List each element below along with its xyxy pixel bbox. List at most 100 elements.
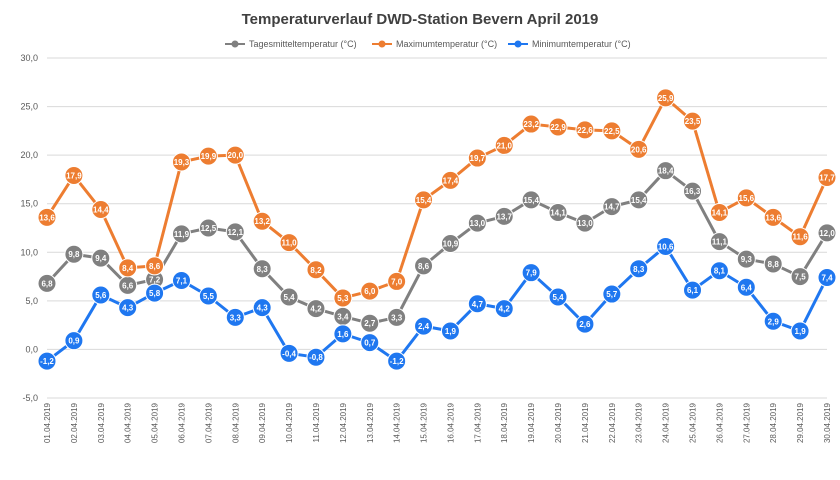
data-label: 13,2 (254, 217, 270, 226)
data-point (629, 190, 649, 210)
data-point (414, 256, 434, 276)
x-tick-label: 13.04.2019 (366, 402, 375, 443)
data-point (91, 248, 111, 268)
data-label: 4,2 (310, 305, 322, 314)
data-point (64, 331, 84, 351)
x-tick-label: 22.04.2019 (608, 402, 617, 443)
data-point (467, 148, 487, 168)
y-tick-label: 5,0 (25, 296, 38, 306)
data-label: 10,6 (658, 242, 674, 251)
series-layer: 6,8 9,8 9,4 6,6 7,2 11,9 12,5 12,1 8,3 5,4 4,2 3,4 2… (37, 88, 837, 371)
data-label: 18,4 (658, 167, 674, 176)
data-point (575, 314, 595, 334)
data-point (629, 259, 649, 279)
legend-marker (378, 40, 386, 48)
x-tick-label: 07.04.2019 (204, 402, 213, 443)
y-tick-label: 20,0 (20, 150, 38, 160)
x-tick-label: 21.04.2019 (581, 402, 590, 443)
data-label: 8,3 (257, 265, 269, 274)
data-label: 0,9 (68, 337, 80, 346)
data-label: 5,3 (337, 294, 349, 303)
data-label: -1,2 (390, 357, 404, 366)
data-point (171, 224, 191, 244)
data-label: 10,9 (443, 240, 459, 249)
data-point (360, 281, 380, 301)
data-point (790, 227, 810, 247)
data-point (602, 197, 622, 217)
data-label: 2,9 (768, 317, 780, 326)
data-point (736, 277, 756, 297)
data-point (709, 261, 729, 281)
data-label: 2,7 (364, 319, 376, 328)
y-tick-label: 30,0 (20, 53, 38, 63)
data-point (64, 166, 84, 186)
data-label: -0,8 (309, 353, 323, 362)
data-point (198, 286, 218, 306)
data-point (602, 284, 622, 304)
data-point (602, 121, 622, 141)
data-label: 23,2 (523, 120, 539, 129)
data-label: -0,4 (282, 349, 296, 358)
data-label: 6,0 (364, 287, 376, 296)
data-label: 13,0 (470, 219, 486, 228)
data-label: 8,2 (310, 266, 322, 275)
data-label: 15,4 (523, 196, 539, 205)
data-label: 13,7 (496, 212, 512, 221)
y-tick-label: 25,0 (20, 102, 38, 112)
series-3: -1,2 0,9 5,6 4,3 5,8 7,1 5,5 3,3 4,3 -0,4 -0,8 1,6 0… (37, 236, 837, 371)
gridlines (47, 57, 827, 399)
data-label: 8,3 (633, 265, 645, 274)
data-label: 5,4 (284, 293, 296, 302)
x-tick-label: 28.04.2019 (769, 402, 778, 443)
series-line (45, 96, 829, 300)
data-label: 8,8 (768, 260, 780, 269)
data-label: 22,9 (550, 123, 566, 132)
data-label: 11,1 (712, 238, 728, 247)
data-label: 12,1 (227, 228, 243, 237)
data-point (763, 254, 783, 274)
data-point (360, 313, 380, 333)
data-label: 1,6 (337, 330, 349, 339)
data-label: 14,1 (550, 208, 566, 217)
data-point (656, 161, 676, 181)
data-label: 17,4 (443, 176, 459, 185)
x-tick-label: 16.04.2019 (446, 402, 455, 443)
x-tick-label: 14.04.2019 (393, 402, 402, 443)
data-label: 5,7 (606, 290, 618, 299)
data-label: 20,0 (227, 151, 243, 160)
x-tick-label: 15.04.2019 (420, 402, 429, 443)
data-point (37, 273, 57, 293)
data-point (252, 298, 272, 318)
data-label: 6,4 (741, 283, 753, 292)
chart-title: Temperaturverlauf DWD-Station Bevern Apr… (242, 11, 599, 28)
x-tick-label: 02.04.2019 (70, 402, 79, 443)
data-label: 14,4 (93, 206, 109, 215)
data-point (387, 271, 407, 291)
data-label: 1,9 (795, 327, 807, 336)
data-label: 15,4 (416, 196, 432, 205)
x-tick-label: 23.04.2019 (635, 402, 644, 443)
data-label: 9,3 (741, 255, 753, 264)
data-point (118, 258, 138, 278)
y-axis-ticks: -5,0 0,0 5,0 10,0 15,0 20,0 25,0 30,0 (20, 53, 38, 403)
data-point (467, 294, 487, 314)
y-tick-label: 15,0 (20, 199, 38, 209)
data-point (817, 167, 837, 187)
data-point (763, 311, 783, 331)
data-label: 0,7 (364, 339, 376, 348)
data-label: 8,1 (714, 267, 726, 276)
x-tick-label: 19.04.2019 (527, 402, 536, 443)
data-point (440, 170, 460, 190)
series-1: 6,8 9,8 9,4 6,6 7,2 11,9 12,5 12,1 8,3 5,4 4,2 3,4 2… (37, 161, 837, 333)
x-tick-label: 30.04.2019 (823, 402, 832, 443)
data-label: 19,7 (470, 154, 486, 163)
data-label: 5,6 (95, 291, 107, 300)
data-label: 8,6 (149, 262, 161, 271)
data-label: 7,9 (526, 269, 538, 278)
data-label: 20,6 (631, 145, 647, 154)
data-label: 5,4 (552, 293, 564, 302)
data-label: 14,1 (712, 208, 728, 217)
x-axis-ticks: 01.04.2019 02.04.2019 03.04.2019 04.04.2019… (43, 402, 832, 443)
data-label: 22,6 (577, 126, 593, 135)
